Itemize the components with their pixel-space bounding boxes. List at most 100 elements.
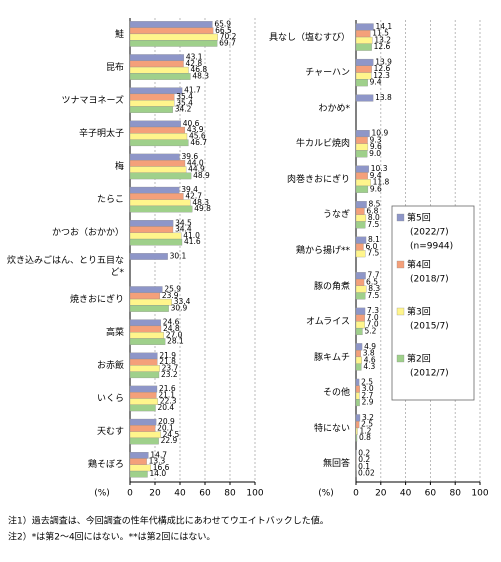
bar <box>130 61 184 67</box>
bar <box>356 350 361 357</box>
bar <box>130 106 173 112</box>
bar <box>356 208 364 215</box>
bar <box>130 458 147 464</box>
value-label: 23.2 <box>161 370 178 379</box>
bar <box>356 328 362 335</box>
category-label: 鶏そぼろ <box>2 449 124 482</box>
legend-swatch <box>397 355 404 362</box>
category-label-box: 無回答 <box>258 446 350 482</box>
category-label: 肉巻きおにぎり <box>258 162 350 198</box>
bar <box>130 293 160 299</box>
x-tick-label: 20 <box>375 489 387 499</box>
bar <box>356 357 362 364</box>
value-label: 7.5 <box>367 220 379 229</box>
bar <box>356 166 369 173</box>
bar <box>130 299 172 305</box>
bar <box>130 419 156 425</box>
legend-period: (2022/7) <box>410 228 449 238</box>
bar <box>130 239 182 245</box>
category-label: オムライス <box>258 304 350 340</box>
bar <box>130 193 183 199</box>
value-label: 12.6 <box>374 42 391 51</box>
category-label-box: ツナマヨネーズ <box>2 84 124 117</box>
bar <box>356 24 373 31</box>
bar <box>356 250 365 257</box>
bar <box>130 173 191 179</box>
bar <box>130 28 213 34</box>
bar <box>356 179 371 186</box>
bar <box>130 206 192 212</box>
category-label-box: オムライス <box>258 304 350 340</box>
category-label-box: 炊き込みごはん、とり五目など* <box>2 250 124 283</box>
bar <box>130 67 189 73</box>
note: 注2）*は第2～4回にはない。**は第2回にはない。 <box>8 531 215 543</box>
value-label: 14.0 <box>150 469 167 478</box>
category-label: かつお（おかか） <box>2 217 124 250</box>
bar <box>356 286 366 293</box>
category-label: 鶏から揚げ** <box>258 233 350 269</box>
category-label-box: 豚キムチ <box>258 340 350 376</box>
category-label: 特にない <box>258 411 350 447</box>
bar <box>356 399 360 406</box>
x-tick-label: 20 <box>149 489 161 499</box>
legend-label: 第2回 <box>407 353 431 365</box>
note: 注1）過去調査は、今回調査の性年代構成比にあわせてウエイトバックした値。 <box>8 515 329 527</box>
value-label: 2.9 <box>362 398 374 407</box>
bar <box>356 150 367 157</box>
category-label: その他 <box>258 375 350 411</box>
legend-period: (2012/7) <box>410 369 449 379</box>
value-label: 5.2 <box>364 326 376 335</box>
x-tick-label: 80 <box>449 489 461 499</box>
bar <box>356 364 361 371</box>
bar <box>356 435 357 442</box>
legend-swatch <box>397 308 404 315</box>
value-label: 30.9 <box>171 303 188 312</box>
bar <box>130 94 174 100</box>
bar <box>130 365 160 371</box>
value-label: 0.8 <box>359 433 371 442</box>
bar <box>356 95 373 102</box>
category-label-box: いくら <box>2 383 124 416</box>
value-label: 34.2 <box>175 105 192 114</box>
bar <box>356 137 368 144</box>
bar <box>130 305 169 311</box>
value-label: 30.1 <box>170 251 187 260</box>
bar <box>356 130 370 137</box>
category-label-box: 具なし（塩むすび） <box>258 20 350 56</box>
category-label-box: 高菜 <box>2 316 124 349</box>
value-label: 69.7 <box>219 38 236 47</box>
x-tick-label: 100 <box>471 489 488 499</box>
x-axis-label: (%) <box>318 489 334 499</box>
bar <box>130 133 187 139</box>
bar <box>130 54 184 60</box>
category-label: 豚キムチ <box>258 340 350 376</box>
bar <box>356 244 363 251</box>
category-label: たらこ <box>2 184 124 217</box>
x-tick-label: 100 <box>246 489 263 499</box>
category-label: わかめ* <box>258 91 350 127</box>
bar <box>130 73 190 79</box>
legend-period: (2018/7) <box>410 275 449 285</box>
bar <box>356 144 368 151</box>
category-label-box: うなぎ <box>258 198 350 234</box>
bar <box>356 343 362 350</box>
value-label: 9.6 <box>370 184 382 193</box>
value-label: 41.6 <box>184 237 201 246</box>
legend-swatch <box>397 214 404 221</box>
bar <box>356 386 360 393</box>
category-label: 無回答 <box>258 446 350 482</box>
legend-label: 第3回 <box>407 306 431 318</box>
bar <box>130 452 148 458</box>
value-label: 49.8 <box>194 204 211 213</box>
bar <box>356 379 359 386</box>
category-label-box: 特にない <box>258 411 350 447</box>
bar <box>356 308 365 315</box>
x-tick-label: 40 <box>174 489 186 499</box>
category-label: 天むす <box>2 416 124 449</box>
bar <box>130 88 182 94</box>
x-axis-label: (%) <box>94 489 110 499</box>
bar <box>130 392 156 398</box>
category-label-box: わかめ* <box>258 91 350 127</box>
bar <box>130 200 190 206</box>
bar <box>356 30 370 37</box>
